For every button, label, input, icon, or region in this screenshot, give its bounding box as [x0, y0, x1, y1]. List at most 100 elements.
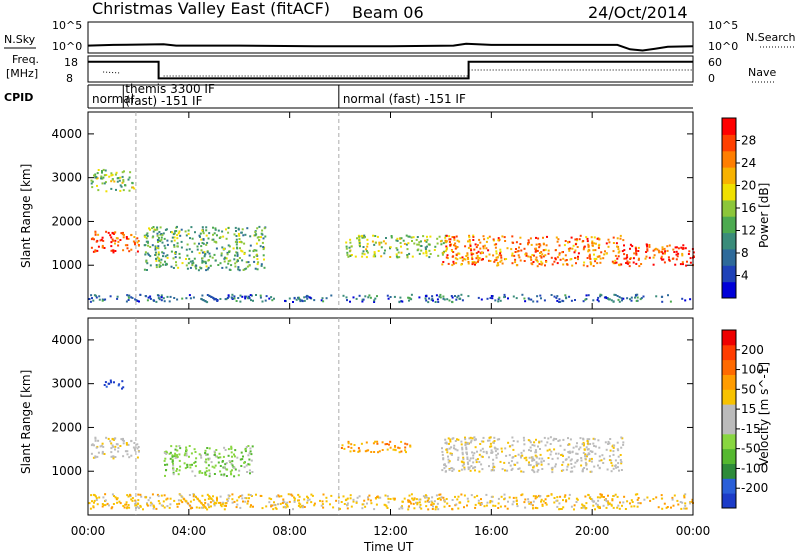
echo-cell	[619, 237, 622, 240]
echo-cell	[127, 296, 130, 299]
echo-cell	[236, 251, 239, 254]
echo-cell	[372, 234, 375, 237]
echo-cell	[189, 237, 191, 240]
echo-cell	[576, 460, 579, 463]
echo-cell	[460, 493, 463, 496]
echo-cell	[116, 501, 119, 504]
echo-cell	[563, 244, 566, 247]
echo-cell	[134, 502, 137, 505]
echo-cell	[429, 235, 432, 238]
echo-cell	[140, 495, 143, 498]
echo-cell	[456, 498, 459, 501]
echo-cell	[219, 504, 222, 506]
echo-cell	[430, 503, 433, 506]
echo-cell	[617, 251, 620, 254]
colorbar-label: -100	[741, 461, 768, 475]
echo-cell	[580, 457, 583, 459]
echo-cell	[230, 264, 233, 267]
echo-cell	[637, 497, 640, 499]
echo-cell	[611, 499, 614, 502]
echo-cell	[227, 295, 230, 298]
echo-cell	[629, 258, 632, 260]
echo-cell	[511, 262, 514, 265]
echo-cell	[105, 190, 108, 193]
echo-cell	[378, 450, 381, 453]
echo-cell	[222, 248, 225, 250]
echo-cell	[592, 504, 595, 507]
echo-cell	[127, 443, 130, 446]
echo-cell	[396, 237, 399, 240]
echo-cell	[671, 496, 674, 499]
echo-cell	[572, 244, 575, 247]
echo-cell	[149, 297, 152, 300]
echo-cell	[196, 248, 199, 251]
echo-cell	[495, 250, 498, 253]
echo-cell	[512, 500, 515, 503]
echo-cell	[622, 501, 625, 504]
echo-cell	[164, 260, 166, 263]
colorbar-swatch	[722, 344, 736, 361]
echo-cell	[114, 496, 117, 499]
echo-cell	[535, 438, 537, 441]
nsearch-label: N.Search	[746, 31, 796, 44]
echo-cell	[101, 299, 104, 302]
echo-cell	[205, 229, 208, 232]
echo-cell	[514, 261, 517, 264]
colorbar-swatch	[722, 150, 736, 168]
echo-cell	[347, 445, 350, 448]
echo-cell	[104, 504, 107, 507]
echo-cell	[618, 469, 620, 472]
echo-cell	[461, 451, 464, 454]
echo-cell	[238, 241, 241, 243]
echo-cell	[445, 470, 447, 473]
echo-cell	[185, 248, 188, 251]
echo-cell	[94, 233, 97, 236]
echo-cell	[176, 456, 179, 458]
echo-cell	[237, 259, 239, 262]
echo-cell	[582, 264, 585, 267]
echo-cell	[146, 235, 149, 238]
echo-cell	[550, 450, 553, 453]
echo-cell	[451, 249, 453, 252]
echo-cell	[281, 502, 284, 504]
echo-cell	[347, 255, 350, 258]
echo-cell	[368, 494, 371, 497]
echo-cell	[298, 495, 301, 498]
echo-cell	[626, 297, 629, 300]
echo-cell	[213, 450, 216, 453]
echo-cell	[597, 300, 600, 303]
echo-cell	[590, 236, 593, 239]
echo-cell	[96, 177, 99, 180]
echo-cell	[364, 236, 366, 238]
echo-cell	[613, 293, 616, 296]
echo-cell	[646, 249, 649, 252]
echo-cell	[672, 257, 675, 260]
echo-cell	[432, 299, 434, 302]
echo-cell	[571, 247, 574, 250]
echo-cell	[653, 254, 656, 257]
echo-cell	[238, 257, 241, 259]
echo-cell	[221, 460, 224, 463]
echo-cell	[238, 238, 241, 240]
echo-cell	[563, 448, 566, 451]
echo-cell	[189, 466, 192, 469]
echo-cell	[261, 229, 264, 232]
echo-cell	[407, 508, 410, 511]
echo-cell	[113, 232, 115, 235]
echo-cell	[309, 296, 312, 299]
echo-cell	[371, 240, 374, 243]
echo-cell	[416, 243, 419, 246]
echo-cell	[207, 259, 210, 262]
echo-cell	[394, 445, 397, 448]
echo-cell	[636, 296, 639, 299]
echo-cell	[500, 495, 503, 498]
echo-cell	[394, 449, 397, 452]
echo-cell	[411, 240, 413, 242]
echo-cell	[103, 182, 106, 185]
echo-cell	[236, 246, 238, 249]
echo-cell	[330, 294, 333, 297]
echo-cell	[533, 444, 536, 447]
echo-cell	[119, 189, 122, 192]
echo-cell	[157, 241, 159, 243]
echo-cell	[553, 260, 556, 263]
